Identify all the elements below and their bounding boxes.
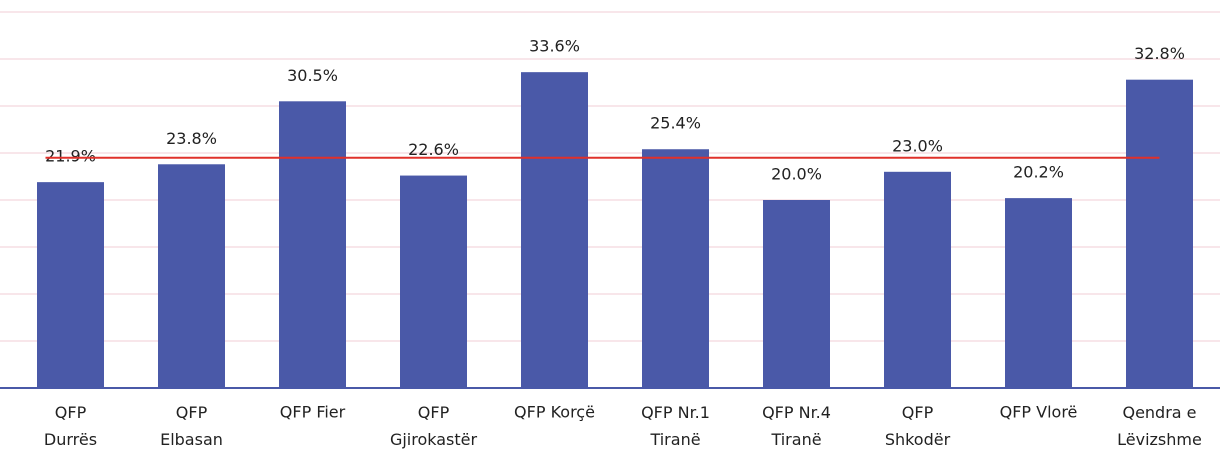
- bar: [279, 101, 346, 389]
- value-label: 25.4%: [650, 114, 701, 133]
- bar: [37, 182, 104, 388]
- x-tick-label: Qendra e Lëvizshme: [1117, 403, 1202, 449]
- x-tick-label: QFP Nr.4 Tiranë: [762, 403, 831, 449]
- x-tick-label: QFP Fier: [280, 403, 346, 422]
- bar: [1126, 79, 1193, 389]
- value-label: 20.2%: [1013, 163, 1064, 182]
- x-tick-label: QFP Durrës: [44, 403, 97, 449]
- value-label: 33.6%: [529, 37, 580, 56]
- value-label: 23.8%: [166, 129, 217, 148]
- x-tick-label: QFP Gjirokastër: [390, 403, 478, 449]
- value-label: 21.9%: [45, 147, 96, 166]
- value-label: 30.5%: [287, 66, 338, 85]
- x-tick-label: QFP Vlorë: [1000, 403, 1078, 422]
- bar: [642, 149, 709, 388]
- value-label: 20.0%: [771, 165, 822, 184]
- x-tick-label: QFP Elbasan: [160, 403, 223, 449]
- bar: [400, 175, 467, 388]
- x-tick-label: QFP Shkodër: [885, 403, 951, 449]
- bar: [884, 171, 951, 388]
- bar: [158, 164, 225, 388]
- value-label: 32.8%: [1134, 44, 1185, 63]
- x-tick-label: QFP Nr.1 Tiranë: [641, 403, 710, 449]
- bar: [521, 72, 588, 388]
- value-label: 23.0%: [892, 136, 943, 155]
- bar: [1005, 198, 1072, 388]
- bar: [763, 200, 830, 388]
- x-tick-label: QFP Korçë: [514, 403, 595, 422]
- value-label: 22.6%: [408, 140, 459, 159]
